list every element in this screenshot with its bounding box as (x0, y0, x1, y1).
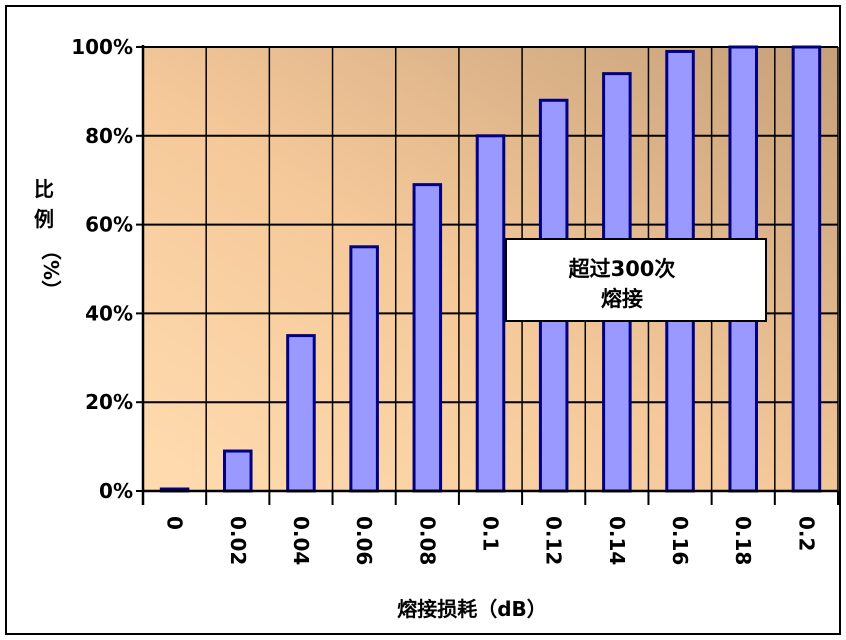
y-tick-label: 60% (85, 213, 133, 237)
annotation-background (505, 238, 767, 322)
x-tick-labels: 0 0.02 0.04 0.06 0.08 0.1 0.12 0.14 0.16 0.18 0.2 (163, 516, 819, 565)
x-tick-label: 0 (163, 516, 187, 530)
annotation-box: 超过300次 熔接 (505, 238, 767, 322)
x-tick-label: 0.1 (479, 516, 503, 551)
bar-0.2 (791, 45, 822, 493)
x-axis-title: 熔接损耗（dB） (397, 597, 547, 621)
x-tick-label: 0.16 (668, 516, 692, 565)
x-tick-label: 0.04 (289, 516, 313, 565)
bar-0.06 (349, 245, 379, 493)
annotation-line-2: 熔接 (601, 287, 643, 311)
y-axis-title-char-2: 例 (34, 207, 54, 231)
x-tick-label: 0.06 (352, 516, 376, 565)
y-tick-label: 20% (85, 390, 133, 414)
bar-0.02 (223, 449, 253, 493)
x-tick-label: 0.02 (226, 516, 250, 565)
x-tick-label: 0.12 (542, 516, 566, 565)
x-tick-label: 0.2 (794, 516, 818, 551)
bar-0.1 (475, 134, 506, 493)
y-tick-labels: 0% 20% 40% 60% 80% 100% (71, 35, 133, 503)
x-tick-label: 0.14 (605, 516, 629, 565)
x-tick-label: 0.08 (415, 516, 439, 565)
y-axis-title-char-1: 比 (34, 177, 54, 201)
annotation-line-1: 超过300次 (569, 257, 676, 281)
x-tick-label: 0.18 (731, 516, 755, 565)
bar-0.08 (412, 183, 443, 493)
axes (136, 45, 839, 505)
y-axis-title-char-3: （%） (39, 240, 63, 300)
y-tick-label: 80% (85, 124, 133, 148)
y-tick-label: 40% (85, 301, 133, 325)
bar-0.04 (286, 334, 316, 493)
y-tick-label: 100% (71, 35, 133, 59)
y-axis-title: 比 例 （%） (34, 177, 63, 300)
y-tick-label: 0% (99, 479, 133, 503)
